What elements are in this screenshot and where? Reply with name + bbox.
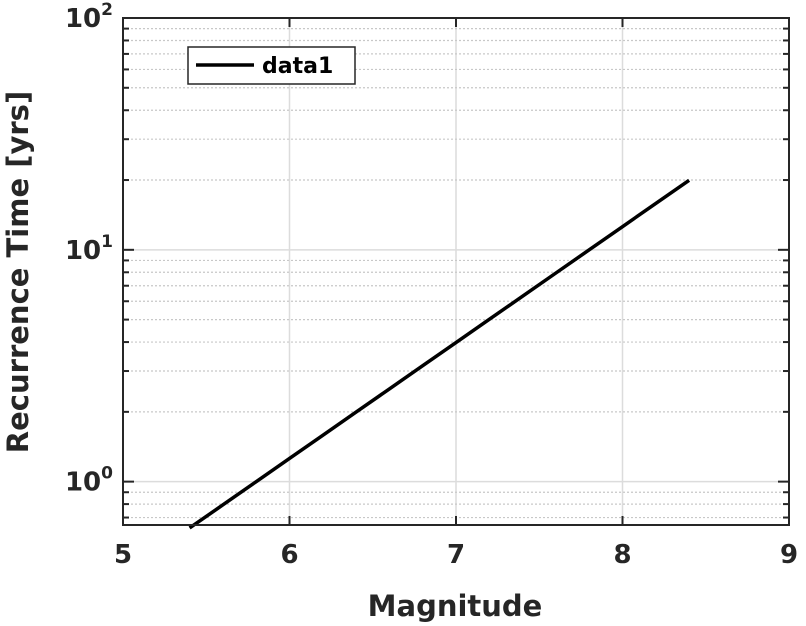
y-axis-label: Recurrence Time [yrs] [1,91,35,453]
y-tick-label-exponent: 1 [101,232,113,252]
y-tick-label-exponent: 0 [101,464,113,484]
y-tick-label-base: 10 [65,236,101,266]
x-axis-label: Magnitude [368,589,543,623]
x-tick-label: 6 [280,540,298,570]
y-tick-label: 100 [65,464,113,498]
x-tick-label: 9 [780,540,798,570]
x-tick-label: 5 [114,540,132,570]
y-tick-label-base: 10 [65,4,101,34]
legend: data1 [187,46,356,85]
y-tick-label-base: 10 [65,468,101,498]
series-line-data1 [188,178,691,530]
grid [123,17,789,525]
y-tick-label-exponent: 2 [101,0,113,20]
axes [122,17,790,526]
x-tick-label: 7 [447,540,465,570]
y-tick-label: 101 [65,232,113,266]
series-layer [188,178,691,530]
x-tick-label: 8 [613,540,631,570]
y-tick-label: 102 [65,0,113,34]
legend-label-data1: data1 [262,54,333,79]
